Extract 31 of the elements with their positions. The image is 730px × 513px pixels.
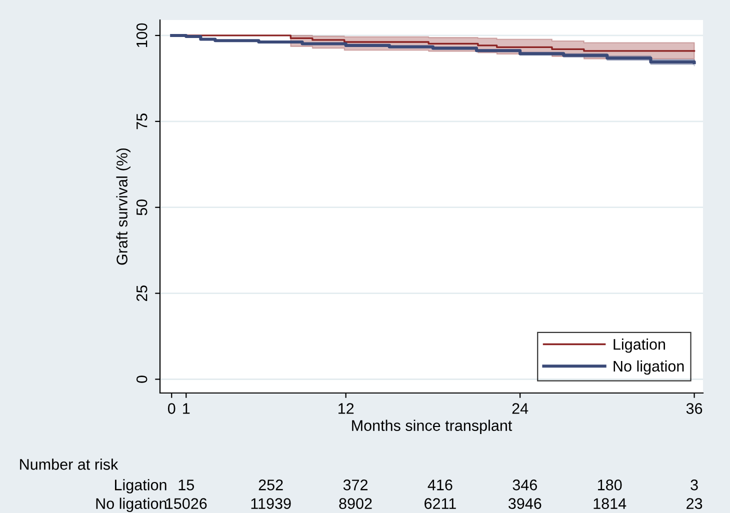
text: 180 <box>598 480 622 490</box>
text: Number at risk <box>20 458 118 470</box>
y-tick-label: 75 <box>136 114 148 130</box>
text: 3946 <box>508 498 542 509</box>
text: 15 <box>178 480 194 490</box>
text: 1814 <box>594 498 626 509</box>
text: 252 <box>258 480 283 490</box>
x-axis-title: Months since transplant <box>352 420 512 434</box>
legend-label: Ligation <box>614 338 666 353</box>
text: 346 <box>512 480 537 490</box>
y-tick-label: 25 <box>136 285 148 302</box>
y-tick-label: 50 <box>136 199 148 216</box>
legend-label: No ligation <box>614 360 684 375</box>
x-tick-label: 0 <box>168 403 176 414</box>
text: 3 <box>690 480 698 490</box>
text: 6211 <box>424 498 456 509</box>
x-tick-label: 1 <box>183 403 190 414</box>
text: 15026 <box>166 498 207 509</box>
text: 372 <box>343 480 368 490</box>
x-tick-label: 36 <box>686 403 702 414</box>
text: 8902 <box>339 498 372 509</box>
y-tick-label: 0 <box>136 376 148 383</box>
text: No ligation <box>96 498 166 512</box>
x-tick-label: 12 <box>338 403 354 414</box>
y-tick-label: 100 <box>136 23 148 48</box>
text: 11939 <box>251 498 291 509</box>
text: 23 <box>686 498 702 509</box>
text: Ligation <box>115 479 166 494</box>
text: 416 <box>428 480 452 490</box>
x-tick-label: 24 <box>512 403 528 414</box>
y-axis-title: Graft survival (%) <box>116 148 130 265</box>
